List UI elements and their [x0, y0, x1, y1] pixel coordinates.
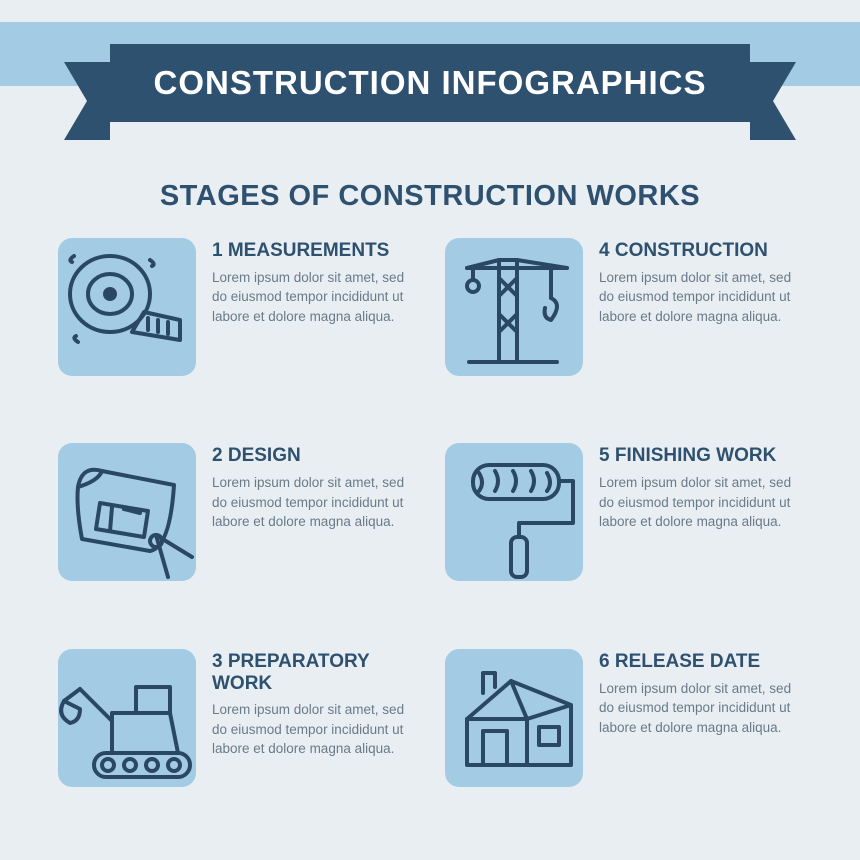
stage-title: 6 RELEASE DATE — [599, 651, 802, 673]
stage-title: 3 PREPARATORY WORK — [212, 651, 415, 695]
stage-title: 1 MEASUREMENTS — [212, 240, 415, 262]
excavator-icon — [58, 649, 196, 787]
stage-body: Lorem ipsum dolor sit amet, sed do eiusm… — [212, 268, 415, 327]
stages-grid: 1 MEASUREMENTS Lorem ipsum dolor sit ame… — [58, 238, 802, 840]
stage-finishing: 5 FINISHING WORK Lorem ipsum dolor sit a… — [445, 443, 802, 634]
stage-body: Lorem ipsum dolor sit amet, sed do eiusm… — [212, 700, 415, 759]
stage-title: 5 FINISHING WORK — [599, 445, 802, 467]
tape-measure-icon — [58, 238, 196, 376]
paint-roller-icon — [445, 443, 583, 581]
stage-body: Lorem ipsum dolor sit amet, sed do eiusm… — [599, 473, 802, 532]
stage-measurements: 1 MEASUREMENTS Lorem ipsum dolor sit ame… — [58, 238, 415, 429]
blueprint-icon — [58, 443, 196, 581]
stage-body: Lorem ipsum dolor sit amet, sed do eiusm… — [599, 679, 802, 738]
stage-title: 4 CONSTRUCTION — [599, 240, 802, 262]
subtitle: STAGES OF CONSTRUCTION WORKS — [0, 180, 860, 213]
stage-title: 2 DESIGN — [212, 445, 415, 467]
stage-release: 6 RELEASE DATE Lorem ipsum dolor sit ame… — [445, 649, 802, 840]
stage-body: Lorem ipsum dolor sit amet, sed do eiusm… — [212, 473, 415, 532]
crane-icon — [445, 238, 583, 376]
stage-body: Lorem ipsum dolor sit amet, sed do eiusm… — [599, 268, 802, 327]
title-ribbon: CONSTRUCTION INFOGRAPHICS — [110, 44, 750, 122]
ribbon-title: CONSTRUCTION INFOGRAPHICS — [154, 64, 707, 102]
stage-construction: 4 CONSTRUCTION Lorem ipsum dolor sit ame… — [445, 238, 802, 429]
house-icon — [445, 649, 583, 787]
stage-preparatory: 3 PREPARATORY WORK Lorem ipsum dolor sit… — [58, 649, 415, 840]
stage-design: 2 DESIGN Lorem ipsum dolor sit amet, sed… — [58, 443, 415, 634]
